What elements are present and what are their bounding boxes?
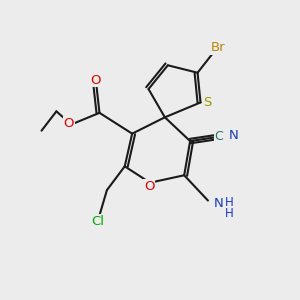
Text: Br: Br — [211, 41, 226, 54]
Text: N: N — [214, 197, 223, 210]
Text: Cl: Cl — [92, 215, 104, 228]
Text: H: H — [225, 206, 234, 220]
Text: H: H — [225, 196, 234, 208]
Text: O: O — [144, 180, 155, 193]
Text: C: C — [214, 130, 223, 143]
Text: O: O — [90, 74, 100, 87]
Text: S: S — [203, 96, 211, 109]
Text: N: N — [228, 129, 238, 142]
Text: O: O — [64, 117, 74, 130]
